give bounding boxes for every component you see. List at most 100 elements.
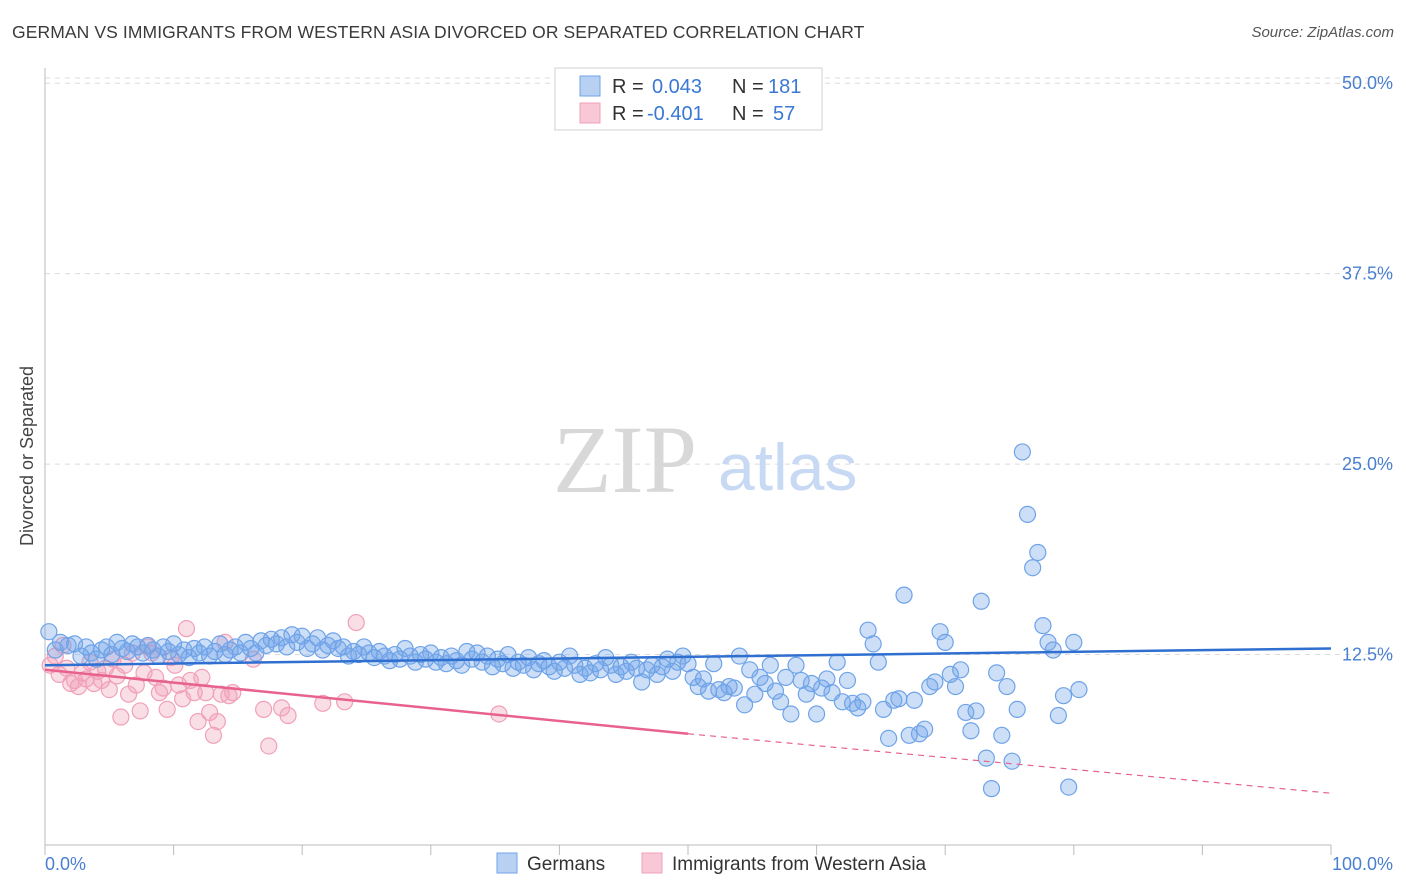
legend-n-value-1: 181 [768, 76, 801, 98]
scatter-point-germans [802, 674, 821, 693]
scatter-point-germans [921, 677, 939, 696]
scatter-point-immigrants [193, 668, 211, 687]
series-germans-points [40, 443, 1088, 798]
scatter-point-immigrants [314, 694, 332, 712]
trend-lines [44, 647, 1332, 794]
scatter-point-germans [931, 623, 949, 641]
scatter-point-germans [154, 638, 172, 656]
legend-r-value-1: 0.043 [652, 76, 702, 98]
scatter-point-germans [761, 656, 779, 674]
top-legend: R = 0.043 N = 181 R = -0.401 N = 57 [554, 67, 823, 131]
scatter-point-germans [165, 635, 183, 653]
x-ticks [44, 845, 1332, 855]
y-axis-title: Divorced or Separated [17, 366, 37, 546]
scatter-point-germans [545, 662, 563, 680]
scatter-point-germans [746, 685, 764, 703]
scatter-point-germans [982, 780, 1001, 798]
scatter-point-germans [40, 623, 58, 641]
grid-lines [45, 77, 1393, 656]
scatter-point-germans [273, 629, 291, 647]
scatter-point-germans [864, 635, 882, 653]
scatter-point-germans [617, 662, 635, 680]
trend-line-immigrants [44, 668, 689, 736]
scatter-point-germans [1070, 680, 1088, 699]
legend-swatch-pink [579, 102, 601, 124]
scatter-point-germans [735, 696, 754, 714]
y-tick-label: 12.5% [1342, 645, 1393, 665]
scatter-point-germans [1013, 443, 1031, 461]
scatter-point-germans [1044, 641, 1062, 659]
scatter-point-germans [1003, 752, 1021, 770]
legend-n-value-2: 57 [773, 103, 795, 125]
scatter-point-germans [838, 671, 857, 690]
chart-title: GERMAN VS IMMIGRANTS FROM WESTERN ASIA D… [12, 22, 865, 42]
scatter-point-germans [725, 679, 743, 697]
y-tick-labels: 12.5% 25.0% 37.5% 50.0% [1342, 73, 1393, 664]
scatter-point-immigrants [177, 620, 196, 638]
legend-r-label-2: R = [612, 103, 644, 125]
scatter-point-immigrants [112, 708, 130, 726]
scatter-point-germans [910, 725, 929, 743]
bottom-legend-germans: Germans [527, 854, 605, 875]
scatter-point-immigrants [166, 656, 184, 674]
scatter-point-germans [59, 636, 77, 655]
scatter-point-germans [916, 720, 934, 738]
scatter-point-germans [1060, 778, 1078, 796]
x-tick-label-max: 100.0% [1332, 854, 1393, 874]
scatter-point-germans [87, 650, 106, 668]
scatter-point-germans [962, 722, 980, 740]
chart-source: Source: ZipAtlas.com [1251, 24, 1394, 41]
scatter-point-immigrants [204, 726, 223, 744]
scatter-point-germans [905, 691, 923, 709]
scatter-point-germans [993, 726, 1011, 744]
scatter-point-germans [967, 702, 985, 720]
scatter-point-germans [468, 644, 486, 662]
scatter-point-germans [92, 641, 111, 659]
scatter-point-germans [1049, 706, 1067, 725]
bottom-legend: Germans Immigrants from Western Asia [496, 852, 927, 875]
legend-r-value-2: -0.401 [647, 103, 704, 125]
scatter-point-germans [797, 685, 815, 703]
scatter-point-germans [180, 649, 198, 667]
scatter-point-immigrants [255, 700, 273, 719]
scatter-point-germans [771, 693, 790, 711]
x-tick-label-min: 0.0% [45, 854, 86, 874]
scatter-point-germans [828, 653, 846, 671]
scatter-point-germans [972, 592, 990, 610]
scatter-point-germans [1054, 687, 1073, 705]
scatter-point-immigrants [189, 712, 207, 731]
y-tick-label: 37.5% [1342, 264, 1393, 284]
legend-n-label-2: N = [732, 103, 764, 125]
series-immigrants-points [41, 613, 508, 755]
scatter-point-germans [977, 749, 995, 767]
scatter-point-immigrants [336, 693, 354, 711]
scatter-point-immigrants [260, 737, 278, 755]
scatter-point-germans [581, 664, 599, 682]
scatter-point-germans [1018, 505, 1037, 523]
scatter-point-immigrants [279, 706, 297, 725]
scatter-point-germans [766, 682, 785, 700]
scatter-point-germans [1065, 633, 1083, 651]
scatter-point-germans [895, 586, 913, 604]
scatter-point-immigrants [158, 700, 176, 719]
y-tick-label: 50.0% [1342, 73, 1393, 93]
scatter-point-immigrants [100, 680, 118, 699]
scatter-point-immigrants [208, 712, 226, 731]
scatter-point-immigrants [131, 702, 149, 720]
scatter-point-germans [952, 661, 970, 679]
scatter-point-germans [926, 673, 944, 691]
scatter-point-germans [1029, 543, 1047, 562]
scatter-point-germans [1008, 700, 1026, 719]
scatter-point-germans [334, 638, 352, 656]
scatter-point-germans [854, 693, 872, 711]
scatter-point-germans [1024, 559, 1042, 577]
scatter-point-germans [880, 729, 898, 747]
watermark-zip: ZIP [553, 406, 697, 513]
scatter-point-immigrants [347, 613, 365, 632]
scatter-point-germans [988, 664, 1006, 682]
scatter-point-germans [936, 633, 954, 651]
watermark-atlas: atlas [718, 430, 857, 504]
scatter-point-germans [782, 705, 800, 723]
legend-swatch-blue [579, 75, 601, 97]
